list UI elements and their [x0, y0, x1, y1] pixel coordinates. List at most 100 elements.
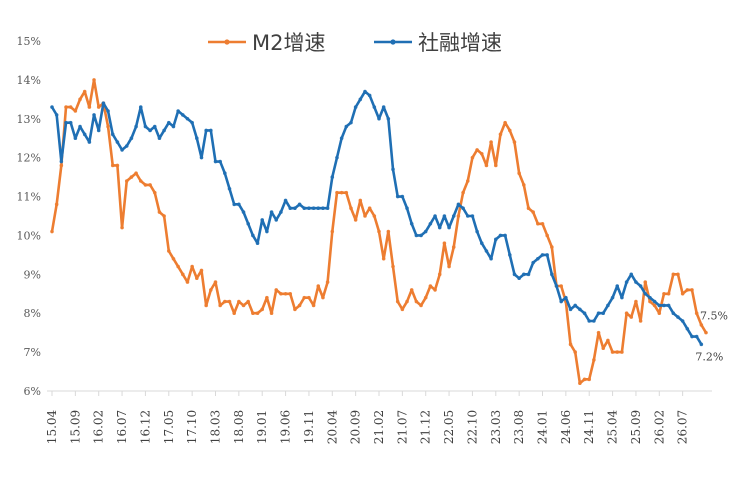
data-point-shrong	[115, 140, 120, 144]
x-tick-label: 21.07	[395, 410, 409, 444]
data-point-m2	[508, 128, 512, 133]
data-point-m2	[166, 249, 171, 253]
data-point-shrong	[437, 225, 442, 230]
data-point-m2	[578, 381, 582, 386]
data-point-m2	[568, 342, 573, 347]
data-point-m2	[676, 272, 680, 277]
data-point-shrong	[489, 256, 493, 261]
data-point-shrong	[213, 159, 218, 164]
legend-label-m2: M2增速	[252, 31, 325, 55]
data-point-shrong	[321, 206, 325, 211]
data-point-m2	[316, 284, 321, 288]
data-point-m2	[367, 206, 372, 211]
data-point-m2	[223, 299, 227, 304]
data-point-m2	[517, 171, 521, 176]
data-point-m2	[50, 229, 54, 234]
x-tick-label: 23.08	[512, 410, 526, 444]
data-point-shrong	[634, 280, 638, 284]
data-point-m2	[638, 319, 643, 323]
data-point-shrong	[475, 229, 479, 234]
x-tick-label: 22.05	[442, 410, 456, 444]
data-point-shrong	[470, 214, 475, 218]
data-point-m2	[162, 214, 166, 218]
data-point-m2	[437, 272, 442, 277]
data-point-shrong	[101, 101, 106, 106]
data-point-shrong	[662, 303, 666, 308]
data-point-shrong	[629, 272, 634, 277]
data-point-shrong	[255, 241, 260, 246]
data-point-shrong	[106, 109, 110, 113]
data-point-m2	[465, 179, 470, 183]
data-point-m2	[377, 229, 381, 234]
data-point-shrong	[251, 233, 255, 238]
data-point-m2	[110, 163, 115, 168]
data-point-m2	[134, 171, 138, 176]
data-point-shrong	[148, 128, 152, 133]
data-point-m2	[293, 307, 297, 312]
data-point-m2	[54, 202, 59, 207]
data-point-shrong	[484, 249, 489, 253]
series-layer	[50, 78, 708, 386]
data-point-shrong	[493, 237, 498, 242]
data-point-m2	[181, 272, 185, 277]
data-point-shrong	[316, 206, 321, 211]
data-point-shrong	[176, 109, 180, 113]
data-point-m2	[148, 183, 152, 187]
data-point-m2	[92, 78, 96, 82]
data-point-shrong	[648, 295, 652, 300]
data-point-m2	[251, 311, 255, 316]
data-point-shrong	[592, 319, 596, 323]
data-point-m2	[624, 311, 629, 316]
data-point-shrong	[185, 116, 190, 121]
data-point-shrong	[479, 241, 484, 246]
x-tick-label: 15.09	[68, 410, 82, 444]
data-point-shrong	[325, 206, 330, 211]
data-point-shrong	[531, 260, 535, 265]
data-point-m2	[143, 183, 148, 187]
data-point-shrong	[129, 136, 134, 141]
data-point-m2	[363, 214, 367, 218]
data-point-m2	[82, 89, 87, 94]
data-point-m2	[213, 280, 218, 284]
data-point-m2	[209, 288, 213, 292]
data-point-shrong	[120, 148, 124, 152]
data-point-m2	[461, 190, 465, 195]
data-point-shrong	[64, 120, 68, 125]
data-point-m2	[311, 303, 316, 308]
y-tick-label: 15%	[17, 35, 41, 48]
data-point-shrong	[685, 326, 690, 331]
data-point-m2	[503, 120, 507, 125]
x-tick-label: 16.12	[138, 410, 152, 444]
data-point-shrong	[166, 120, 171, 125]
data-point-m2	[386, 229, 391, 234]
data-point-shrong	[582, 311, 587, 316]
x-axis: 15.04 15.09 16.02 16.07 16.12 17.05 17.10 18.03…	[45, 390, 712, 444]
data-point-shrong	[550, 272, 554, 277]
data-point-shrong	[279, 210, 283, 214]
data-point-m2	[694, 311, 699, 316]
y-tick-label: 6%	[24, 385, 41, 398]
data-point-shrong	[232, 202, 236, 207]
data-point-shrong	[638, 284, 643, 288]
data-point-shrong	[134, 124, 138, 129]
series-m2	[50, 78, 708, 386]
data-point-shrong	[433, 214, 437, 218]
data-point-shrong	[367, 93, 372, 98]
data-point-shrong	[297, 202, 302, 207]
x-tick-label: 18.08	[232, 410, 246, 444]
data-point-m2	[330, 229, 335, 234]
data-point-m2	[246, 299, 250, 304]
data-point-shrong	[699, 342, 704, 347]
data-point-shrong	[447, 225, 451, 230]
data-point-shrong	[461, 206, 465, 211]
data-point-shrong	[694, 334, 699, 339]
end-labels: 7.5% 7.2%	[695, 310, 728, 364]
x-tick-label: 21.02	[372, 410, 386, 444]
data-point-shrong	[363, 89, 367, 94]
data-point-m2	[526, 206, 531, 211]
data-point-m2	[470, 155, 475, 160]
x-tick-label: 19.06	[279, 410, 293, 444]
data-point-shrong	[377, 116, 381, 121]
data-point-m2	[629, 315, 634, 319]
